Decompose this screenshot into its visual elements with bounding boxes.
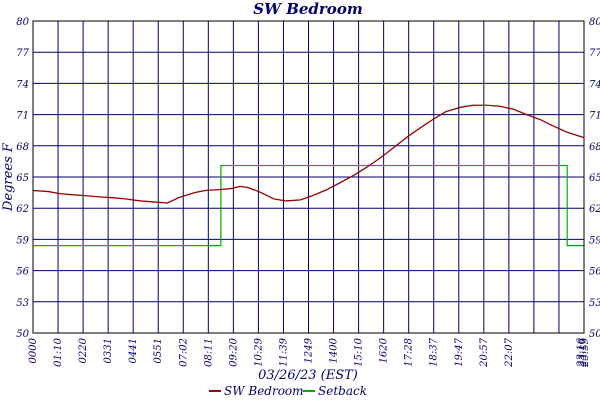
x-tick-label: 1620 (379, 337, 390, 363)
x-tick-label: 09:20 (228, 337, 239, 366)
y-tick-label: 65 (589, 173, 600, 184)
x-tick-label: 1249 (304, 337, 315, 363)
y-tick-label: 77 (16, 48, 29, 59)
chart-title: SW Bedroom (253, 0, 362, 18)
y-tick-label: 59 (589, 235, 600, 246)
y-tick-label: 74 (589, 79, 600, 90)
x-tick-label: 17:28 (404, 338, 415, 367)
y-tick-label: 56 (16, 267, 29, 278)
y-tick-label: 80 (16, 17, 29, 28)
y-tick-label: 68 (16, 142, 29, 153)
x-tick-label: 22:07 (504, 337, 515, 367)
y-tick-label: 77 (589, 48, 600, 59)
y-tick-label: 62 (16, 204, 29, 215)
grid (33, 21, 584, 333)
y-tick-labels-right: 50 53 56 59 62 65 68 71 74 77 80 (589, 17, 600, 340)
y-tick-label: 53 (16, 298, 29, 309)
series-layer (32, 104, 584, 247)
plot-frame (32, 20, 585, 334)
x-axis-label: 03/26/23 (EST) (258, 368, 358, 383)
y-tick-label: 56 (589, 267, 600, 278)
x-tick-label: 0551 (153, 338, 164, 363)
legend-label-sw-bedroom: SW Bedroom (224, 384, 304, 398)
x-tick-label: 20:57 (479, 337, 490, 367)
y-tick-label: 68 (589, 142, 600, 153)
x-tick-label: 0000 (28, 337, 39, 363)
x-tick-label: 0220 (78, 337, 89, 363)
x-tick-label: 23:16 (576, 337, 587, 367)
x-tick-label: 19:47 (454, 337, 465, 366)
x-tick-label: 10:29 (253, 337, 264, 366)
x-tick-label: 0331 (103, 338, 114, 363)
x-tick-label: 01:10 (53, 337, 64, 366)
x-tick-labels: 0000 01:10 0220 0331 0441 0551 07:02 08:11 09:20… (28, 337, 591, 367)
legend-label-setback: Setback (318, 384, 367, 398)
x-tick-label: 15:10 (354, 337, 365, 366)
y-tick-label: 65 (16, 173, 29, 184)
x-tick-label: 11:39 (278, 337, 289, 366)
y-tick-label: 74 (16, 79, 29, 90)
series-line-setback (33, 164, 584, 247)
y-tick-label: 62 (589, 204, 600, 215)
y-tick-label: 71 (16, 111, 29, 122)
x-tick-label: 23:59 (580, 337, 591, 367)
legend: SW Bedroom Setback (209, 384, 367, 398)
y-tick-labels-left: 50 53 56 59 62 65 68 71 74 77 80 (16, 17, 29, 340)
x-tick-label: 18:37 (429, 337, 440, 366)
y-axis-label: Degrees F (1, 142, 16, 212)
x-tick-label: 0441 (128, 338, 139, 363)
x-tick-label: 08:11 (203, 338, 214, 367)
y-tick-label: 59 (16, 235, 29, 246)
x-tick-label: 1400 (329, 337, 340, 363)
x-tick-label: 07:02 (178, 338, 189, 367)
y-tick-label: 50 (16, 329, 29, 340)
x-tick-label: 23:17 (578, 337, 589, 367)
series-line-sw-bedroom (32, 104, 584, 204)
y-tick-label: 53 (589, 298, 600, 309)
y-tick-label: 80 (589, 17, 600, 28)
y-tick-label: 71 (589, 111, 600, 122)
y-tick-label: 50 (589, 329, 600, 340)
